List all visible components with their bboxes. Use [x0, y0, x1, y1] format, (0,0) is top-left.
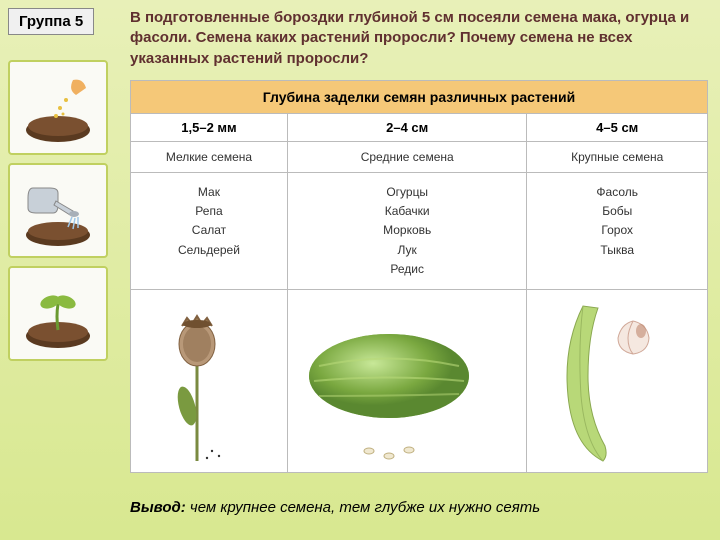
- group-label: Группа 5: [8, 8, 94, 35]
- seed-depth-table: Глубина заделки семян различных растений…: [130, 80, 708, 473]
- col-depth-0: 1,5–2 мм: [131, 114, 288, 142]
- sidebar: [8, 60, 108, 361]
- sprout-icon: [18, 276, 98, 351]
- col-plants-2: ФасольБобыГорохТыква: [527, 173, 708, 290]
- illustration-poppy: [131, 289, 288, 472]
- col-depth-1: 2–4 см: [287, 114, 527, 142]
- illustration-cucumber: [287, 289, 527, 472]
- conclusion: Вывод: чем крупнее семена, тем глубже их…: [130, 499, 708, 516]
- watering-icon: [18, 173, 98, 248]
- conclusion-text: чем крупнее семена, тем глубже их нужно …: [186, 499, 540, 516]
- thumb-sowing: [8, 60, 108, 155]
- col-plants-0: МакРепаСалатСельдерей: [131, 173, 288, 290]
- bean-icon: [533, 296, 673, 466]
- illustration-bean: [527, 289, 708, 472]
- col-size-0: Мелкие семена: [131, 142, 288, 173]
- col-size-2: Крупные семена: [527, 142, 708, 173]
- cucumber-icon: [294, 296, 484, 466]
- thumb-watering: [8, 163, 108, 258]
- col-size-1: Средние семена: [287, 142, 527, 173]
- sowing-icon: [18, 70, 98, 145]
- conclusion-label: Вывод:: [130, 499, 186, 516]
- col-plants-1: ОгурцыКабачкиМорковьЛукРедис: [287, 173, 527, 290]
- col-depth-2: 4–5 см: [527, 114, 708, 142]
- poppy-icon: [137, 296, 257, 466]
- table-title: Глубина заделки семян различных растений: [131, 81, 708, 114]
- question-text: В подготовленные бороздки глубиной 5 см …: [130, 8, 708, 69]
- thumb-sprout: [8, 266, 108, 361]
